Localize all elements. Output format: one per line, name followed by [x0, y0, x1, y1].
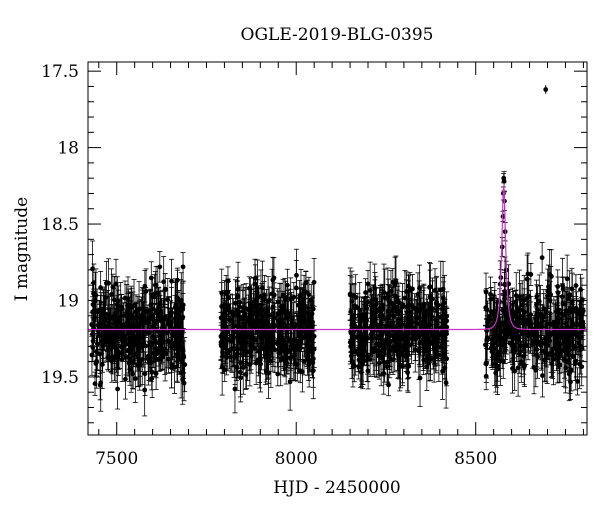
error-bar — [161, 291, 167, 348]
error-bars — [89, 85, 586, 417]
error-bar — [153, 266, 159, 304]
error-bar — [168, 300, 174, 328]
error-bar — [141, 331, 147, 359]
error-bar — [169, 341, 175, 389]
error-bar — [130, 291, 136, 344]
chart-title: OGLE-2019-BLG-0395 — [241, 25, 434, 45]
error-bar — [150, 338, 156, 368]
error-bar — [159, 309, 165, 358]
error-bar — [94, 346, 100, 377]
error-bar — [143, 268, 149, 315]
error-bar — [173, 311, 179, 335]
error-bar — [92, 298, 98, 326]
error-bar — [97, 334, 103, 374]
error-bar — [148, 341, 154, 375]
error-bar — [174, 267, 180, 293]
error-bar — [180, 331, 186, 379]
error-bar — [155, 303, 161, 338]
error-bar — [165, 344, 171, 374]
error-bar — [145, 340, 151, 372]
error-bar — [156, 286, 162, 345]
error-bar — [142, 270, 148, 303]
error-bar — [115, 336, 121, 377]
error-bar — [111, 332, 117, 382]
error-bar — [115, 345, 121, 370]
error-bar — [105, 307, 111, 363]
error-bar — [114, 343, 120, 369]
error-bar — [126, 314, 132, 374]
error-bar — [165, 278, 171, 322]
error-bar — [108, 268, 114, 321]
error-bar — [150, 277, 156, 316]
error-bar — [135, 320, 141, 364]
error-bar — [122, 358, 128, 400]
error-bar — [111, 299, 117, 332]
error-bar — [130, 358, 136, 389]
error-bar — [142, 363, 148, 417]
error-bar — [156, 346, 162, 372]
error-bar — [118, 294, 124, 339]
error-bar — [103, 260, 109, 306]
error-bar — [168, 321, 174, 364]
